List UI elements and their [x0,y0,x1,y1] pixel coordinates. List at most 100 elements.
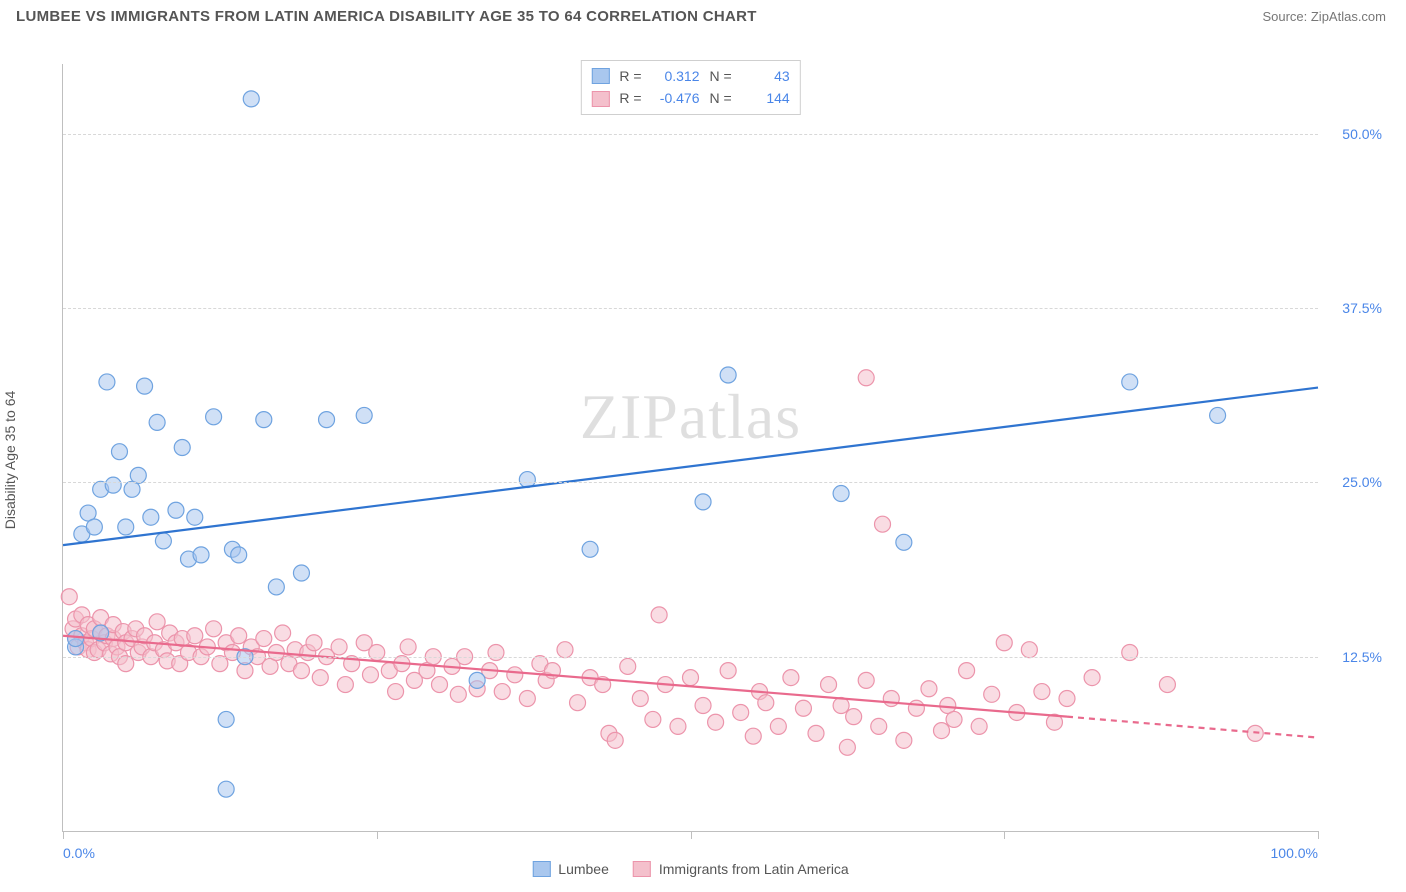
data-point [570,695,586,711]
data-point [582,541,598,557]
data-point [369,644,385,660]
data-point [875,516,891,532]
data-point [356,407,372,423]
chart-container: Disability Age 35 to 64 ZIPatlas R = 0.3… [16,36,1390,884]
data-point [695,494,711,510]
data-point [770,718,786,734]
r-label: R = [619,65,641,87]
data-point [1059,691,1075,707]
lumbee-legend-swatch-icon [532,861,550,877]
legend-item-immigrants: Immigrants from Latin America [633,861,849,877]
grid-line [63,482,1318,483]
stats-row-lumbee: R = 0.312 N = 43 [591,65,789,87]
source-attribution: Source: ZipAtlas.com [1262,9,1386,24]
data-point [758,695,774,711]
data-point [645,711,661,727]
data-point [839,739,855,755]
source-link[interactable]: ZipAtlas.com [1311,9,1386,24]
data-point [130,467,146,483]
data-point [1159,677,1175,693]
y-tick-label: 12.5% [1326,649,1382,665]
data-point [187,509,203,525]
data-point [1122,644,1138,660]
data-point [846,709,862,725]
data-point [450,686,466,702]
data-point [293,663,309,679]
data-point [268,579,284,595]
immigrants-swatch-icon [591,91,609,107]
data-point [337,677,353,693]
data-point [256,412,272,428]
data-point [858,370,874,386]
data-point [206,409,222,425]
x-tick-label: 0.0% [63,845,95,861]
lumbee-r-value: 0.312 [652,65,700,87]
data-point [218,711,234,727]
data-point [306,635,322,651]
lumbee-legend-label: Lumbee [558,861,609,877]
plot-area: ZIPatlas R = 0.312 N = 43 R = -0.476 N =… [62,64,1318,832]
data-point [708,714,724,730]
data-point [896,534,912,550]
x-tick [691,831,692,839]
data-point [149,614,165,630]
data-point [996,635,1012,651]
data-point [331,639,347,655]
data-point [105,477,121,493]
data-point [620,658,636,674]
correlation-stats-box: R = 0.312 N = 43 R = -0.476 N = 144 [580,60,800,115]
lumbee-swatch-icon [591,68,609,84]
data-point [174,440,190,456]
data-point [168,502,184,518]
source-prefix: Source: [1262,9,1310,24]
data-point [821,677,837,693]
data-point [883,691,899,707]
x-tick [1004,831,1005,839]
immigrants-legend-label: Immigrants from Latin America [659,861,849,877]
stats-row-immigrants: R = -0.476 N = 144 [591,87,789,109]
chart-title: LUMBEE VS IMMIGRANTS FROM LATIN AMERICA … [16,8,757,25]
data-point [488,644,504,660]
n-label: N = [710,87,732,109]
data-point [858,672,874,688]
data-point [111,444,127,460]
immigrants-legend-swatch-icon [633,861,651,877]
data-point [193,547,209,563]
data-point [946,711,962,727]
x-tick [63,831,64,839]
data-point [137,378,153,394]
data-point [651,607,667,623]
data-point [432,677,448,693]
data-point [118,656,134,672]
data-point [871,718,887,734]
data-point [921,681,937,697]
data-point [1021,642,1037,658]
data-point [362,667,378,683]
data-point [212,656,228,672]
n-label: N = [710,65,732,87]
data-point [388,684,404,700]
data-point [155,533,171,549]
data-point [632,691,648,707]
grid-line [63,308,1318,309]
data-point [400,639,416,655]
data-point [143,509,159,525]
data-point [187,628,203,644]
data-point [1034,684,1050,700]
data-point [243,91,259,107]
data-point [275,625,291,641]
data-point [1210,407,1226,423]
data-point [1084,670,1100,686]
data-point [683,670,699,686]
legend-item-lumbee: Lumbee [532,861,609,877]
legend: Lumbee Immigrants from Latin America [532,861,848,877]
data-point [833,486,849,502]
data-point [959,663,975,679]
x-tick [377,831,378,839]
data-point [68,631,84,647]
data-point [908,700,924,716]
data-point [745,728,761,744]
data-point [99,374,115,390]
y-tick-label: 37.5% [1326,300,1382,316]
trend-line [1067,717,1318,738]
